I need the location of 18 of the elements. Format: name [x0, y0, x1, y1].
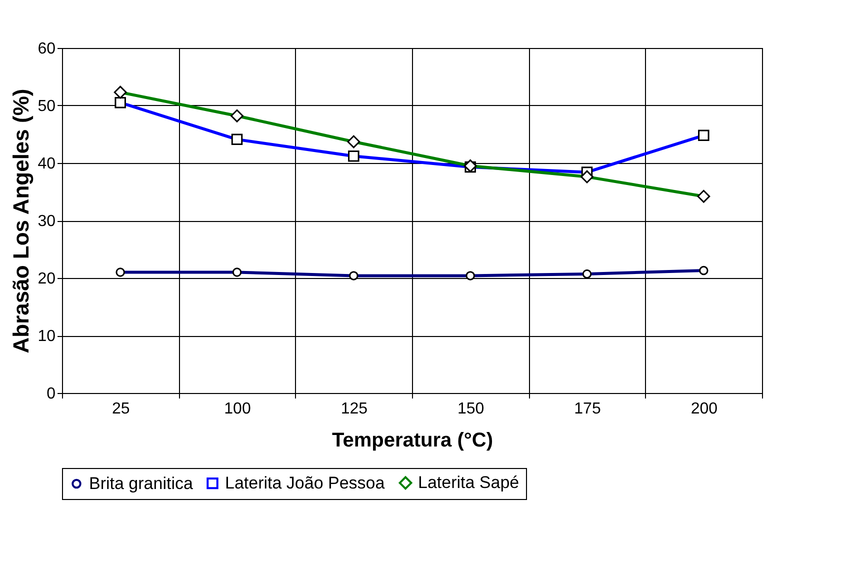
legend-label: Brita granitica — [89, 474, 194, 493]
y-tick-label: 10 — [38, 328, 56, 345]
x-tick-label: 150 — [457, 400, 484, 418]
x-tick-label: 175 — [574, 400, 601, 418]
legend-label: Laterita Sapé — [418, 472, 520, 492]
y-tick-label: 60 — [38, 40, 56, 58]
y-tick-label: 20 — [38, 270, 56, 288]
x-tick-label: 100 — [224, 400, 251, 418]
y-tick-label: 30 — [38, 213, 56, 230]
x-tick-label: 200 — [690, 400, 718, 418]
y-axis-title: Abrasão Los Angeles (%) — [8, 88, 34, 354]
legend-label: Laterita João Pessoa — [225, 473, 386, 492]
y-tick-label: 0 — [46, 386, 56, 402]
y-tick-label: 50 — [38, 98, 56, 115]
x-tick-label: 25 — [112, 400, 130, 418]
x-tick-label: 125 — [340, 400, 368, 418]
y-tick-label: 40 — [38, 156, 56, 172]
x-axis-title: Temperatura (°C) — [332, 430, 493, 452]
